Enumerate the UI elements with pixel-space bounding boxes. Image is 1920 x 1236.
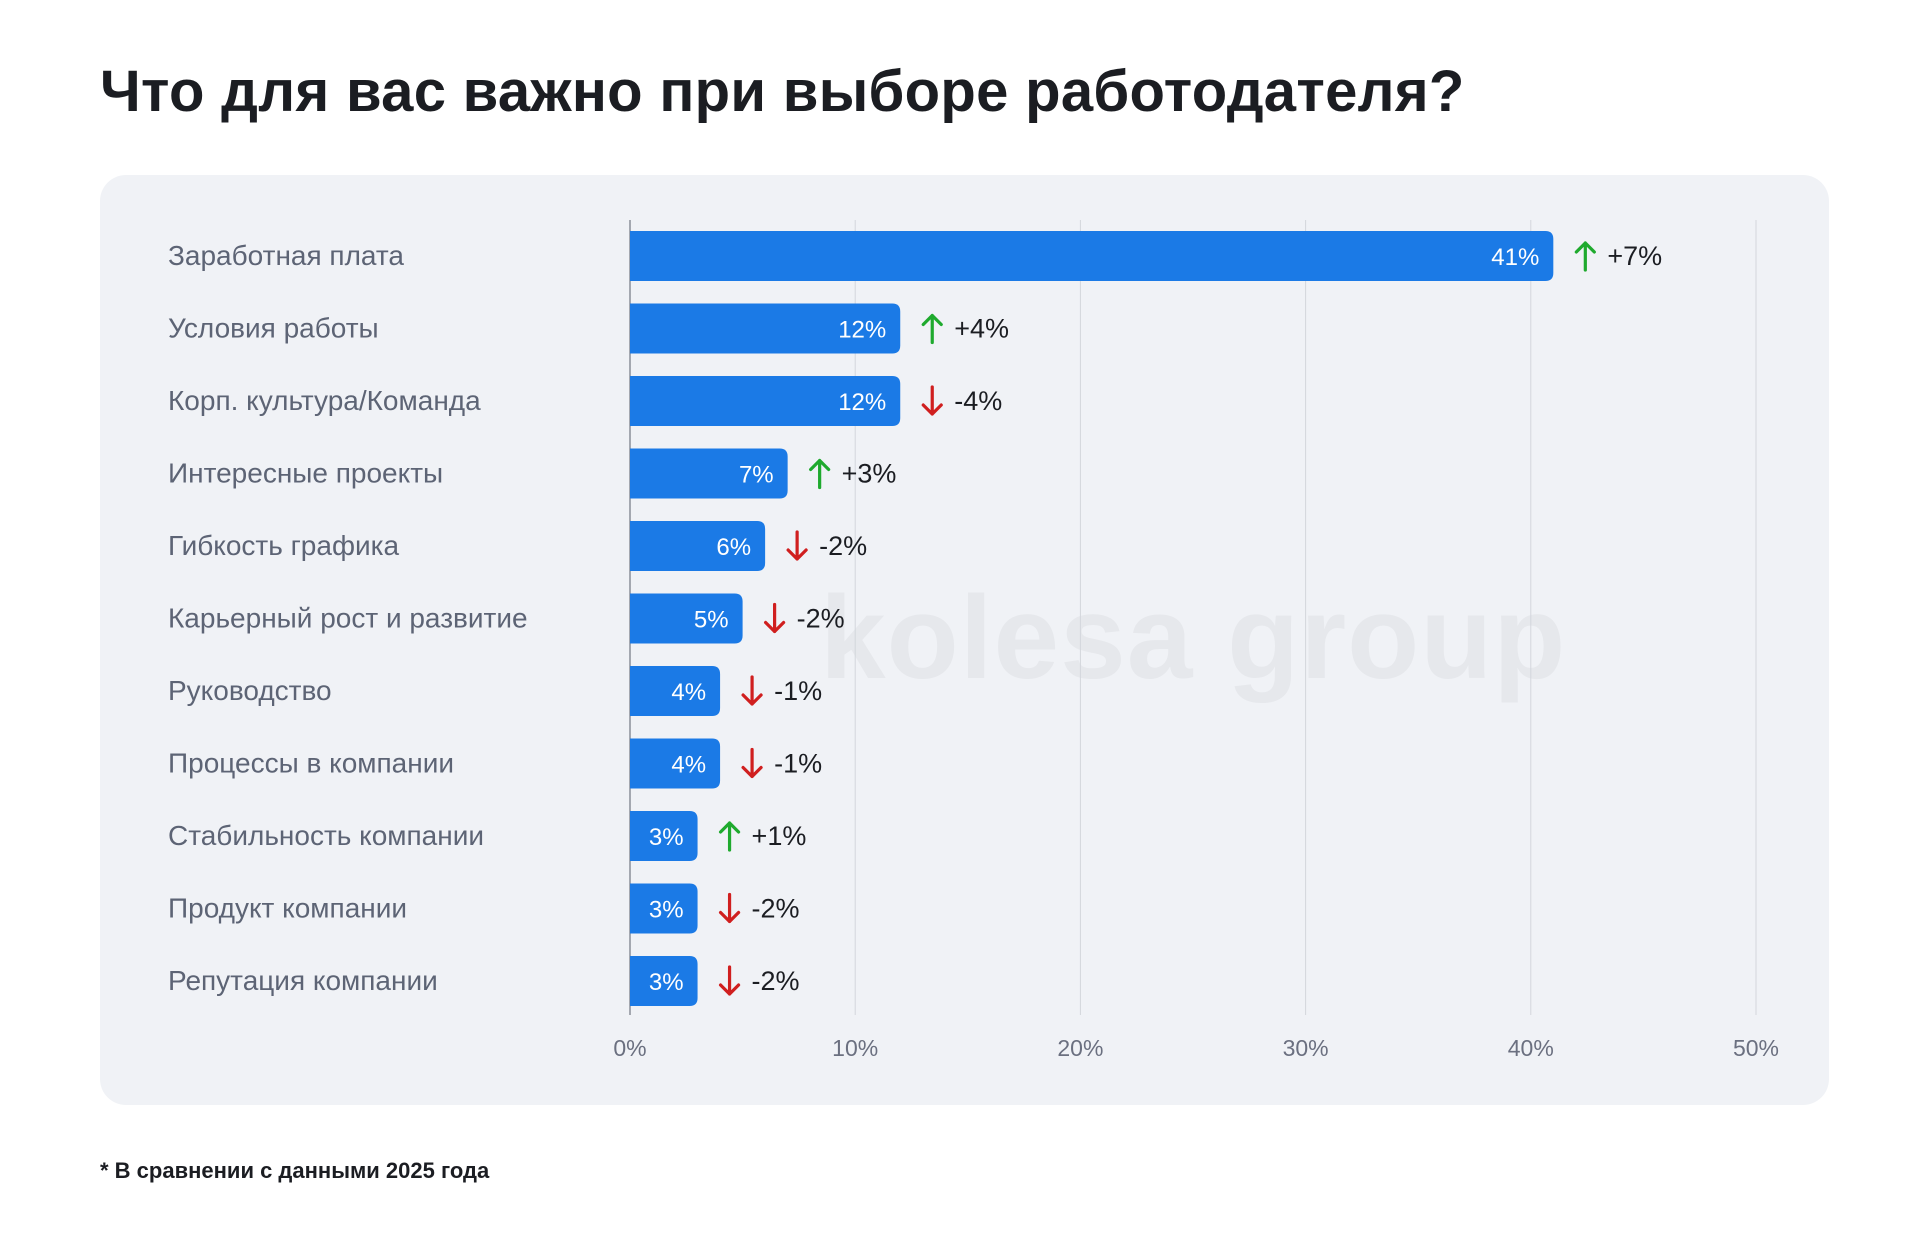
bar [630,883,698,934]
bar [630,448,788,499]
bar-value-label: 3% [649,824,684,851]
x-tick-label: 40% [1508,1035,1554,1061]
bar-value-label: 12% [838,389,886,416]
arrow-up-icon [809,458,831,490]
bar [630,738,721,789]
category-label: Продукт компании [168,893,407,924]
bar-value-label: 3% [649,897,684,924]
bar-value-label: 6% [716,534,751,561]
arrow-down-icon [741,675,763,706]
arrow-down-icon [741,747,763,779]
category-label: Гибкость графика [168,530,399,561]
bar-value-label: 4% [671,679,706,706]
arrow-down-icon [921,385,943,416]
watermark-logo: kolesa group [820,572,1567,704]
bar [630,521,766,571]
category-label: Интересные проекты [168,458,443,489]
category-label: Стабильность компании [168,820,484,851]
bar-value-label: 12% [838,317,886,344]
page-title: Что для вас важно при выборе работодател… [100,59,1465,124]
bar-value-label: 5% [694,607,729,634]
x-tick-label: 20% [1057,1035,1103,1061]
category-label: Репутация компании [168,965,438,996]
x-tick-label: 50% [1733,1035,1779,1061]
bar-value-label: 41% [1491,244,1539,271]
arrow-down-icon [718,892,741,924]
change-label: +7% [1607,241,1662,271]
category-label: Корп. культура/Команда [168,385,481,416]
bar [630,303,901,354]
x-tick-label: 10% [832,1035,878,1061]
bar-value-label: 7% [739,462,774,489]
change-label: -2% [752,894,800,924]
bar [630,811,698,861]
change-label: -2% [797,604,845,634]
category-label: Заработная плата [168,240,404,271]
change-label: -1% [774,749,822,779]
change-label: -2% [752,966,800,996]
category-label: Руководство [168,675,332,706]
x-tick-label: 30% [1283,1035,1329,1061]
bar [630,956,698,1006]
bar [630,666,721,716]
change-label: -1% [774,676,822,706]
x-tick-label: 0% [613,1035,646,1061]
change-label: -2% [819,531,867,561]
chart-panel [100,175,1829,1105]
arrow-up-icon [921,313,943,345]
arrow-up-icon [1574,241,1596,272]
arrow-down-icon [764,602,786,634]
arrow-down-icon [786,530,808,561]
footnote: * В сравнении с данными 2025 года [100,1158,490,1183]
change-label: +1% [752,821,807,851]
bar-value-label: 3% [649,969,684,996]
category-label: Условия работы [168,313,379,344]
bar [630,231,1554,281]
change-label: -4% [954,386,1002,416]
category-label: Карьерный рост и развитие [168,603,528,634]
arrow-down-icon [718,965,741,996]
arrow-up-icon [718,821,741,852]
category-label: Процессы в компании [168,748,454,779]
bar [630,593,743,644]
change-label: +3% [842,459,897,489]
bar-value-label: 4% [671,752,706,779]
bar [630,376,901,426]
change-label: +4% [954,314,1009,344]
